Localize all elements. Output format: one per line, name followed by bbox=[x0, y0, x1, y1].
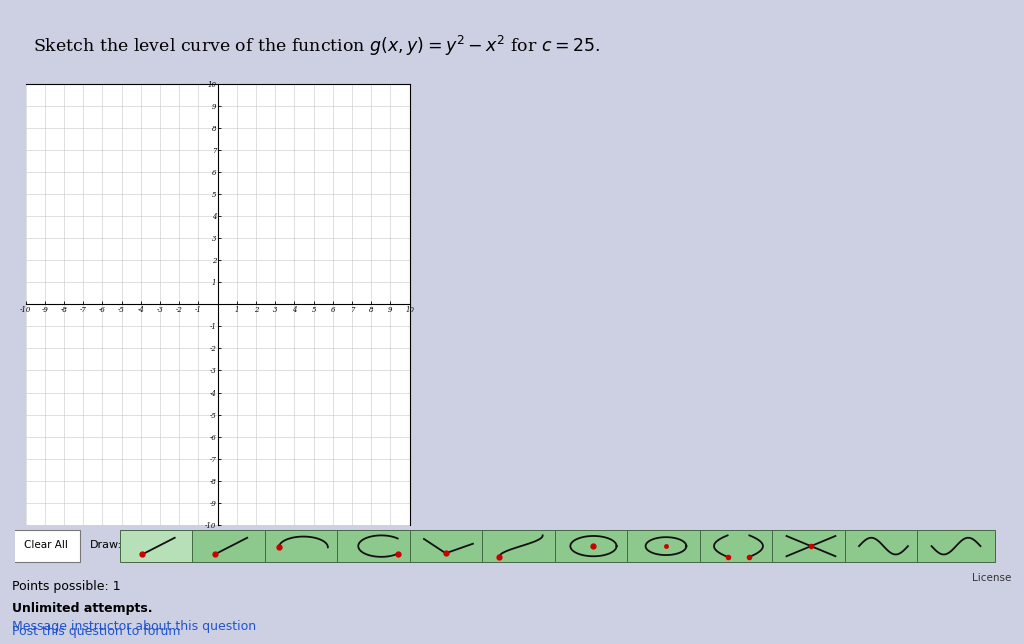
FancyBboxPatch shape bbox=[120, 530, 198, 562]
Text: Unlimited attempts.: Unlimited attempts. bbox=[12, 602, 153, 615]
Text: Sketch the level curve of the function $g(x, y) = y^2 - x^2$ for $c = 25$.: Sketch the level curve of the function $… bbox=[33, 34, 600, 58]
FancyBboxPatch shape bbox=[264, 530, 342, 562]
FancyBboxPatch shape bbox=[628, 530, 705, 562]
FancyBboxPatch shape bbox=[12, 530, 80, 562]
FancyBboxPatch shape bbox=[410, 530, 487, 562]
FancyBboxPatch shape bbox=[699, 530, 777, 562]
Text: Message instructor about this question: Message instructor about this question bbox=[12, 620, 256, 633]
FancyBboxPatch shape bbox=[918, 530, 994, 562]
FancyBboxPatch shape bbox=[772, 530, 850, 562]
Text: Draw:: Draw: bbox=[90, 540, 122, 551]
FancyBboxPatch shape bbox=[193, 530, 269, 562]
FancyBboxPatch shape bbox=[337, 530, 415, 562]
Text: License: License bbox=[973, 573, 1012, 583]
FancyBboxPatch shape bbox=[482, 530, 560, 562]
Text: Points possible: 1: Points possible: 1 bbox=[12, 580, 121, 592]
FancyBboxPatch shape bbox=[845, 530, 923, 562]
Text: Post this question to forum: Post this question to forum bbox=[12, 625, 181, 638]
Text: Clear All: Clear All bbox=[25, 540, 68, 551]
FancyBboxPatch shape bbox=[555, 530, 632, 562]
